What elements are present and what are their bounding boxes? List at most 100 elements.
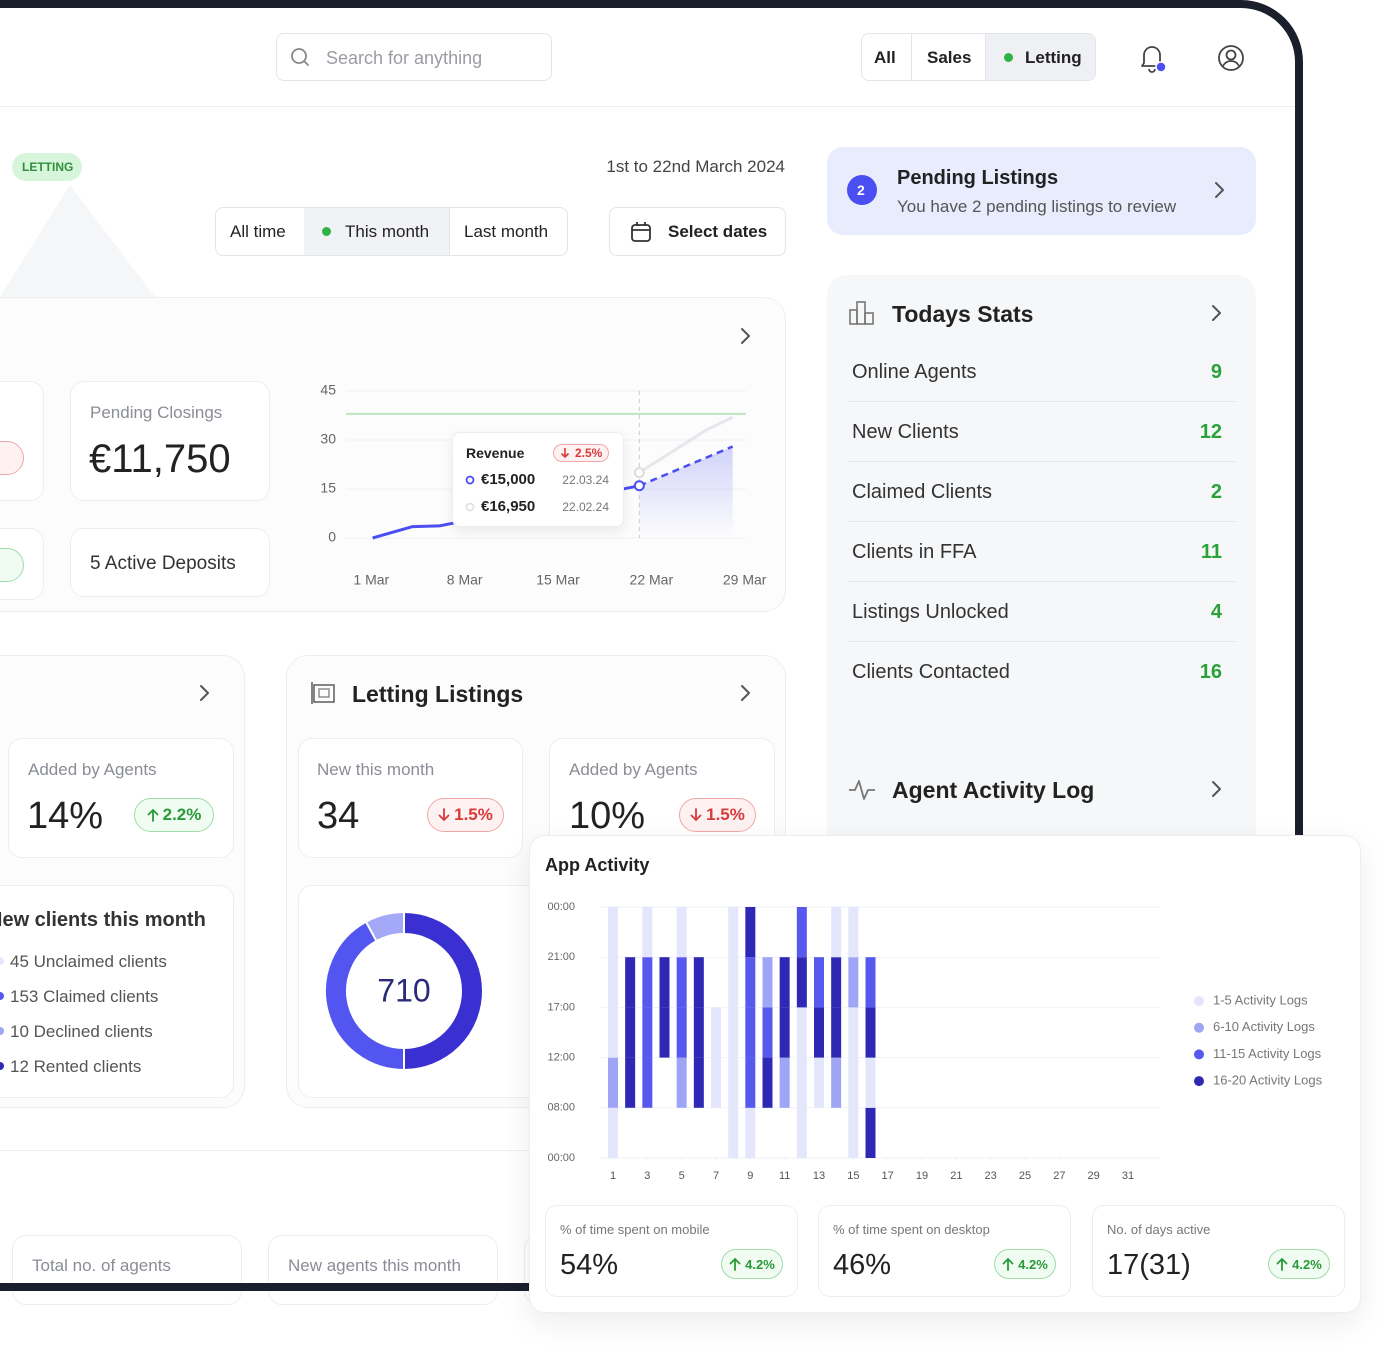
legend-dot	[465, 475, 475, 485]
list-dot	[0, 957, 4, 965]
activity-cell	[780, 907, 790, 957]
x-tick-label: 9	[747, 1170, 753, 1182]
activity-cell	[711, 1108, 721, 1158]
legend-dot	[1194, 1049, 1204, 1060]
x-tick-label: 27	[1053, 1170, 1065, 1182]
tooltip-value: €15,000	[481, 471, 536, 488]
stat-label: Claimed Clients	[852, 481, 993, 503]
x-tick-label: 8 Mar	[447, 572, 483, 588]
series-line	[638, 445, 734, 487]
stat-label: Clients Contacted	[852, 661, 1010, 683]
activity-cell	[642, 957, 653, 1008]
activity-cell	[745, 1107, 756, 1158]
stats-icon	[849, 301, 874, 325]
search-box[interactable]	[276, 33, 552, 81]
active-deposits-card	[70, 528, 270, 597]
legend-dot	[465, 502, 475, 512]
activity-cell	[625, 957, 636, 1008]
stats-panel	[827, 275, 1256, 875]
select-dates-button[interactable]	[609, 207, 786, 256]
list-dot	[0, 1062, 4, 1070]
kpi-value: 34	[317, 794, 360, 837]
arrow-icon	[1276, 1257, 1288, 1271]
stat-value: 2	[1210, 481, 1222, 503]
row-divider	[848, 401, 1236, 402]
panel-title: Agent Activity Log	[892, 777, 1095, 803]
legend-label: 16-20 Activity Logs	[1213, 1073, 1323, 1088]
row-divider	[848, 521, 1236, 522]
arrow-icon	[1002, 1257, 1014, 1271]
list-item: 45 Unclaimed clients	[10, 952, 167, 971]
search-icon	[291, 48, 309, 66]
usage-value: 54%	[560, 1249, 619, 1281]
activity-cell	[745, 1057, 756, 1108]
y-tick-label: 00:00	[547, 1152, 575, 1164]
usage-value: 17(31)	[1107, 1249, 1191, 1281]
activity-cell	[762, 1007, 773, 1058]
donut-segment	[364, 910, 405, 943]
x-tick-label: 25	[1019, 1170, 1031, 1182]
activity-cell	[728, 1007, 739, 1058]
activity-cell	[865, 1057, 876, 1108]
pending-closings-card	[70, 381, 270, 501]
activity-cell	[848, 957, 859, 1008]
legend-label: 6-10 Activity Logs	[1213, 1019, 1315, 1034]
pending-subtitle: You have 2 pending listings to review	[897, 197, 1177, 216]
activity-cell	[608, 1057, 618, 1108]
activity-cell	[728, 1057, 739, 1108]
kpi-label: Added by Agents	[28, 760, 157, 779]
change-value: 4.2%	[745, 1256, 775, 1272]
activity-cell	[608, 957, 618, 1008]
kpi-value: €11,750	[89, 437, 231, 481]
activity-cell	[711, 1007, 721, 1058]
active-deposits: 5 Active Deposits	[90, 552, 236, 574]
activity-cell	[642, 907, 653, 958]
change-value: 1.5%	[454, 805, 493, 824]
change-badge: 4.2%	[1268, 1249, 1330, 1279]
pending-card[interactable]	[827, 147, 1256, 235]
filter-tab[interactable]: Letting	[1025, 48, 1082, 67]
filter-tab[interactable]: All	[874, 48, 896, 67]
activity-cell	[608, 1107, 618, 1158]
stat-value: 9	[1210, 361, 1222, 383]
stat-value: 12	[1199, 421, 1222, 443]
activity-cell	[693, 957, 704, 1008]
user-icon	[1218, 45, 1244, 71]
x-tick-label: 5	[679, 1170, 685, 1182]
x-tick-label: 31	[1122, 1170, 1134, 1182]
select-dates[interactable]: Select dates	[668, 222, 768, 241]
usage-label: % of time spent on mobile	[560, 1221, 710, 1237]
y-tick-label: 17:00	[547, 1001, 575, 1013]
activity-cell	[642, 1057, 653, 1108]
period-tab[interactable]: All time	[230, 222, 286, 241]
activity-cell	[728, 1107, 739, 1158]
date-range: 1st to 22nd March 2024	[606, 157, 785, 176]
x-tick-label: 13	[813, 1170, 825, 1182]
activity-icon	[849, 780, 875, 800]
y-tick-label: 21:00	[547, 951, 575, 963]
change-value: 4.2%	[1292, 1256, 1322, 1272]
filter-tab[interactable]: Sales	[927, 48, 972, 67]
x-tick-label: 21	[950, 1170, 962, 1182]
chevron-icon	[1215, 182, 1224, 198]
kpi-label: Added by Agents	[569, 760, 698, 779]
usage-value: 46%	[833, 1249, 892, 1281]
x-tick-label: 15	[847, 1170, 859, 1182]
legend-dot	[1194, 1022, 1204, 1033]
calendar-icon	[631, 222, 651, 242]
kpi-label: Pending Closings	[90, 403, 223, 422]
activity-cell	[763, 907, 773, 957]
y-tick-label: 00:00	[547, 901, 575, 913]
tab-divider	[449, 208, 450, 255]
period-tab[interactable]: Last month	[464, 222, 549, 241]
period-tab[interactable]: This month	[345, 222, 430, 241]
stat-label: New Clients	[852, 421, 959, 443]
activity-cell	[728, 957, 739, 1008]
y-tick-label: 08:00	[547, 1102, 575, 1114]
activity-cell	[814, 957, 824, 1008]
activity-cell	[659, 957, 670, 1008]
x-tick-label: 19	[916, 1170, 928, 1182]
card-title: Letting Listings	[352, 681, 524, 707]
tooltip-title: Revenue	[466, 445, 525, 461]
